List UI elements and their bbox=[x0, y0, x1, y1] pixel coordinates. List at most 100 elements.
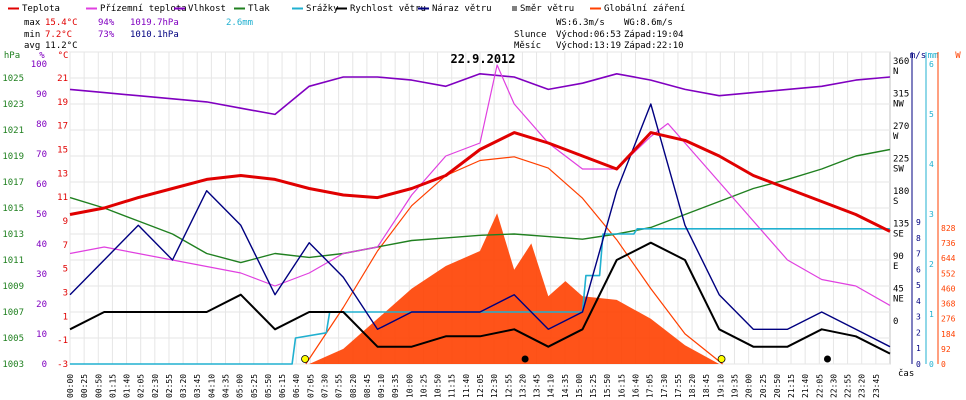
series-radiation-area bbox=[309, 213, 720, 364]
series-temperature bbox=[69, 131, 891, 233]
axis-ms-tick: 6 bbox=[916, 265, 921, 274]
legend-label: Teplota bbox=[22, 4, 60, 14]
axis-time-tick: 00:00 bbox=[66, 374, 75, 398]
axis-mm-tick: 1 bbox=[929, 310, 934, 319]
axis-time-tick: 06:40 bbox=[292, 374, 301, 398]
axis-time-tick: 20:25 bbox=[759, 374, 768, 398]
axis-w-tick: 736 bbox=[941, 239, 956, 248]
legend-label: Rychlost větru bbox=[350, 4, 426, 14]
axis-dir-label: NE bbox=[893, 295, 904, 305]
axis-time-tick: 07:55 bbox=[335, 374, 344, 398]
series-theoretical-radiation bbox=[305, 156, 723, 365]
series-rain bbox=[70, 228, 890, 365]
axis-time-tick: 07:30 bbox=[320, 374, 329, 398]
axis-pct-tick: 70 bbox=[36, 150, 47, 160]
axis-hpa-tick: 1003 bbox=[2, 360, 24, 370]
axis-hpa-tick: 1025 bbox=[2, 74, 24, 84]
axis-dir-label: W bbox=[893, 132, 899, 142]
axis-time-tick: 14:10 bbox=[547, 374, 556, 398]
sun-marker bbox=[717, 355, 726, 363]
legend-label: Tlak bbox=[248, 4, 270, 14]
axis-pct-tick: 80 bbox=[36, 120, 47, 130]
axis-dir-label: SW bbox=[893, 165, 904, 175]
axis-time-tick: 22:30 bbox=[829, 374, 838, 398]
axis-time-tick: 17:55 bbox=[674, 374, 683, 398]
axis-w-tick: 460 bbox=[941, 284, 956, 293]
axis-hpa-tick: 1009 bbox=[2, 282, 24, 292]
axis-hpa-tick: 1015 bbox=[2, 204, 24, 214]
axis-dir-tick: 180 bbox=[893, 187, 909, 197]
axis-time-tick: 21:15 bbox=[787, 374, 796, 398]
axis-temp-tick: 17 bbox=[57, 122, 68, 132]
axis-w-tick: 0 bbox=[941, 360, 946, 369]
legend-label: Srážky bbox=[306, 4, 339, 14]
axis-time-tick: 10:00 bbox=[405, 374, 414, 398]
axis-dir-tick: 45 bbox=[893, 285, 904, 295]
axis-time-tick: 14:35 bbox=[561, 374, 570, 398]
axis-time-tick: 21:40 bbox=[801, 374, 810, 398]
axis-dir-label: NW bbox=[893, 100, 904, 110]
axis-time-tick: 17:05 bbox=[646, 374, 655, 398]
axis-mm-tick: 5 bbox=[929, 110, 934, 119]
sun-moon-info: WS:6.3m/s WG:8.6m/s Slunce Východ:06:53 … bbox=[514, 18, 684, 51]
moon-marker bbox=[521, 355, 529, 363]
axis-pct-tick: 90 bbox=[36, 90, 47, 100]
axis-temp-tick: -1 bbox=[57, 336, 68, 346]
axis-temp-tick: 9 bbox=[63, 217, 68, 227]
stats-min-label: min bbox=[24, 30, 40, 40]
axis-temp-tick: 19 bbox=[57, 98, 68, 108]
axis-w-tick: 276 bbox=[941, 315, 956, 324]
axis-time-tick: 17:30 bbox=[660, 374, 669, 398]
stats-block: max min avg 15.4°C 7.2°C 11.2°C 94% 73% … bbox=[24, 18, 253, 51]
axis-w-tick: 828 bbox=[941, 224, 956, 233]
axis-time-tick: 09:10 bbox=[377, 374, 386, 398]
axis-time-tick: 00:25 bbox=[80, 374, 89, 398]
axis-dir-label: E bbox=[893, 262, 898, 272]
axis-time-tick: 22:55 bbox=[844, 374, 853, 398]
axis-ms-tick: 1 bbox=[916, 344, 921, 353]
axis-ms-tick: 2 bbox=[916, 328, 921, 337]
axis-time-tick: 20:50 bbox=[773, 374, 782, 398]
axis-time-tick: 19:10 bbox=[716, 374, 725, 398]
chart-title: 22.9.2012 bbox=[450, 52, 515, 66]
series-wind-speed bbox=[69, 241, 891, 355]
sun-marker bbox=[301, 355, 309, 363]
stats-min-temp: 7.2°C bbox=[45, 30, 72, 40]
axis-hpa-tick: 1005 bbox=[2, 334, 24, 344]
axis-mm-unit: mm bbox=[928, 51, 939, 61]
axis-pct-tick: 30 bbox=[36, 270, 47, 280]
axis-temp-tick: 13 bbox=[57, 169, 68, 179]
info-sun-set: Západ:19:04 bbox=[624, 30, 684, 40]
axis-time-tick: 04:10 bbox=[207, 374, 216, 398]
axis-dir-tick: 135 bbox=[893, 220, 909, 230]
axis-temp-tick: 5 bbox=[63, 265, 68, 275]
axis-mm-tick: 3 bbox=[929, 210, 934, 219]
axis-time-tick: 05:25 bbox=[250, 374, 259, 398]
moon-marker bbox=[823, 355, 831, 363]
axis-temp-unit: °C bbox=[58, 51, 69, 61]
stats-avg-label: avg bbox=[24, 41, 40, 51]
axis-w-tick: 368 bbox=[941, 300, 956, 309]
axis-hpa-tick: 1007 bbox=[2, 308, 24, 318]
axis-dir-tick: 0 bbox=[893, 317, 898, 327]
axis-dir-label: N bbox=[893, 67, 898, 77]
axis-temp-tick: 15 bbox=[57, 146, 68, 156]
axis-hpa-tick: 1011 bbox=[2, 256, 24, 266]
legend-label: Směr větru bbox=[520, 4, 574, 14]
axis-ms-unit: m/s bbox=[910, 51, 926, 61]
stats-max-press: 1019.7hPa bbox=[130, 18, 179, 28]
legend-label: Globální záření bbox=[604, 4, 685, 14]
axis-mm-tick: 0 bbox=[929, 360, 934, 369]
axis-pct-tick: 60 bbox=[36, 180, 47, 190]
series-pressure bbox=[69, 148, 891, 264]
axis-ms-tick: 7 bbox=[916, 250, 921, 259]
axis-w-tick: 644 bbox=[941, 254, 956, 263]
axis-time-tick: 00:50 bbox=[94, 374, 103, 398]
axis-time-tick: 07:05 bbox=[306, 374, 315, 398]
axis-dir-label: SE bbox=[893, 230, 904, 240]
axis-time-tick: 23:45 bbox=[872, 374, 881, 398]
axis-time-tick: 02:05 bbox=[137, 374, 146, 398]
axis-pct-unit: % bbox=[39, 51, 45, 61]
axis-pct-tick: 40 bbox=[36, 240, 47, 250]
